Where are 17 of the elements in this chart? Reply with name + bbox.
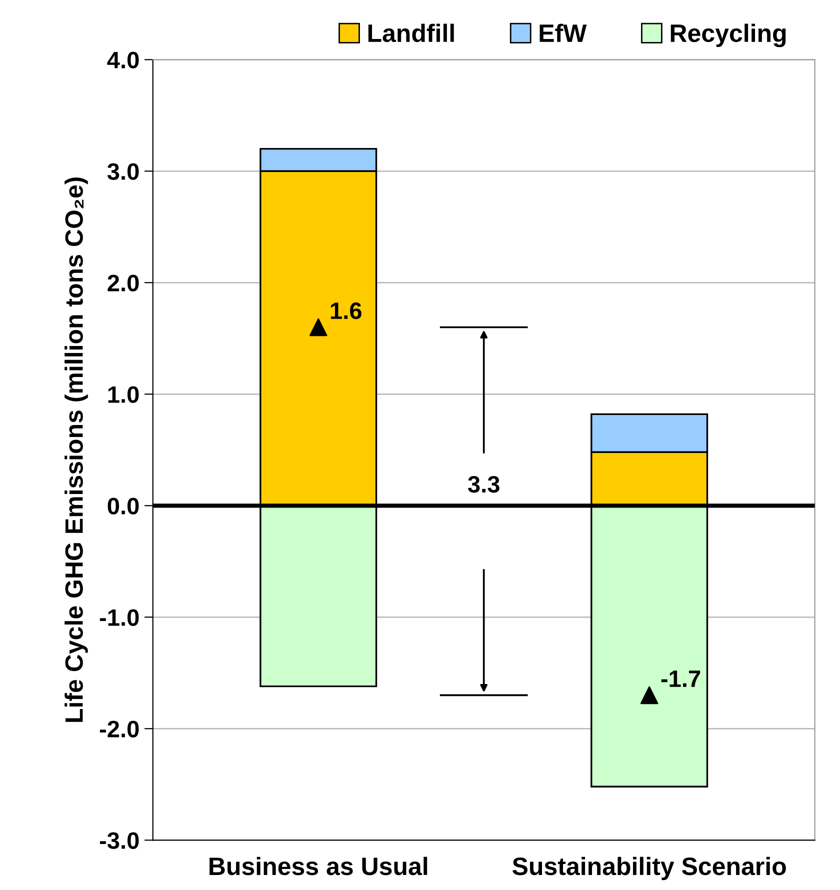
y-tick-label: 2.0 xyxy=(108,274,139,292)
y-tick-label: -3.0 xyxy=(100,832,139,849)
legend-label: Landfill xyxy=(368,24,454,42)
x-tick-label: Sustainability Scenario xyxy=(512,856,786,880)
data-label: -1.7 xyxy=(661,670,700,687)
y-tick-label: 3.0 xyxy=(107,163,139,180)
legend-label: Recycling xyxy=(670,24,786,48)
annotation: 3.3 xyxy=(468,476,500,493)
x-tick-label: Business as Usual xyxy=(210,856,428,876)
y-tick-label: 1.0 xyxy=(108,386,139,403)
y-axis-title: Life Cycle GHG Emissions (million tons CO₂e) xyxy=(64,177,88,722)
legend-label: EfW xyxy=(540,24,587,42)
y-tick-label: 0.0 xyxy=(108,498,139,514)
data-label: 1.6 xyxy=(330,302,362,320)
y-tick-label: 4.0 xyxy=(107,52,139,68)
y-tick-label: -1.0 xyxy=(100,609,139,626)
y-tick-label: -2.0 xyxy=(100,720,139,738)
